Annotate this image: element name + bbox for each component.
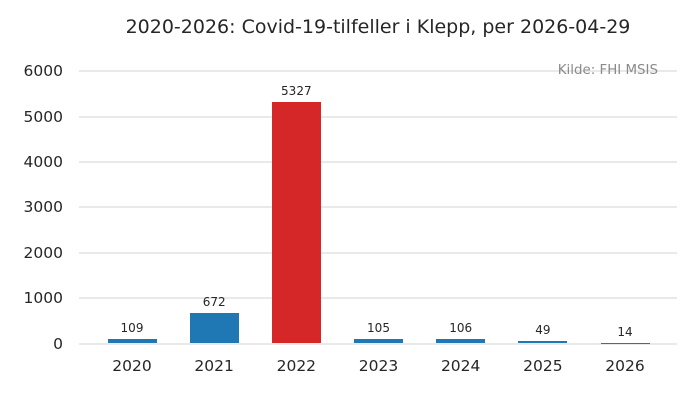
y-tick-label-2000: 2000 <box>23 243 63 262</box>
y-tick-label-0: 0 <box>53 334 63 353</box>
bar-2020 <box>107 338 157 344</box>
bar-2024 <box>436 338 486 344</box>
y-tick-label-5000: 5000 <box>23 107 63 126</box>
source-note: Kilde: FHI MSIS <box>557 63 658 78</box>
bar-value-label-2026: 14 <box>617 324 633 339</box>
gridline-2000 <box>79 251 677 254</box>
bar-2025 <box>518 341 568 344</box>
bar-2021 <box>189 313 239 344</box>
bar-2023 <box>354 338 403 344</box>
bar-value-label-2024: 106 <box>449 320 473 335</box>
x-tick-label-2023: 2023 <box>358 357 399 375</box>
chart-title: 2020-2026: Covid-19-tilfeller i Klepp, p… <box>125 16 631 38</box>
x-tick-label-2022: 2022 <box>276 357 317 375</box>
y-tick-label-4000: 4000 <box>23 153 63 172</box>
bar-2022 <box>271 101 321 344</box>
gridline-4000 <box>79 161 677 164</box>
bar-value-label-2025: 49 <box>535 323 551 338</box>
x-tick-label-2021: 2021 <box>194 357 234 375</box>
bar-value-label-2020: 109 <box>120 320 144 335</box>
bar-value-label-2023: 105 <box>367 320 390 335</box>
x-tick-label-2025: 2025 <box>523 357 563 375</box>
bar-value-label-2021: 672 <box>202 295 226 310</box>
bar-2026 <box>600 342 650 344</box>
gridline-6000 <box>79 70 677 73</box>
x-tick-label-2020: 2020 <box>112 357 152 375</box>
gridline-5000 <box>79 115 677 118</box>
gridline-3000 <box>79 206 677 209</box>
x-tick-label-2024: 2024 <box>440 357 481 375</box>
gridline-1000 <box>79 297 677 300</box>
bar-value-label-2022: 5327 <box>281 83 312 98</box>
y-tick-label-3000: 3000 <box>23 198 63 217</box>
x-tick-label-2026: 2026 <box>605 357 645 375</box>
y-tick-label-1000: 1000 <box>23 289 63 308</box>
gridline-0 <box>79 342 677 345</box>
y-tick-label-6000: 6000 <box>23 62 63 81</box>
